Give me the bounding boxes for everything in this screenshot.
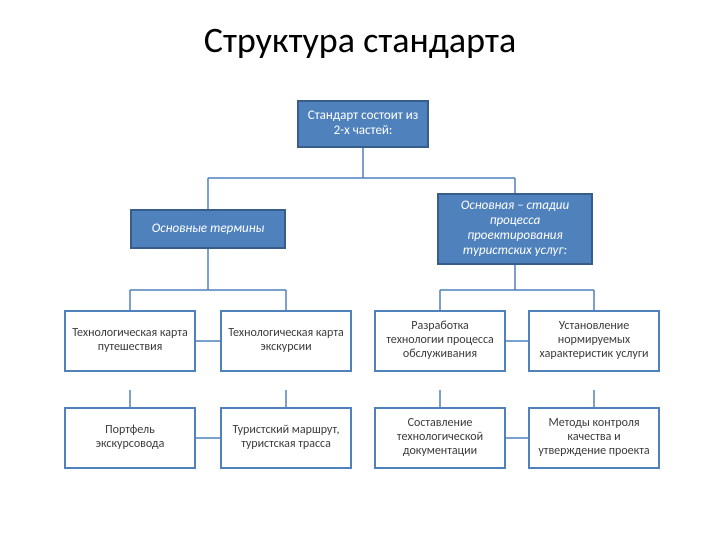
node-right_branch: Основная – стадии процесса проектировани… [437, 193, 593, 265]
page-title: Структура стандарта [0, 0, 720, 62]
node-root: Стандарт состоит из 2-х частей: [297, 100, 429, 148]
node-row2_c3: Составление технологической документации [374, 407, 506, 469]
node-row1_c3: Разработка технологии процесса обслужива… [374, 310, 506, 372]
node-row1_c2: Технологическая карта экскурсии [220, 310, 352, 372]
node-row2_c1: Портфель экскурсовода [64, 407, 196, 469]
node-left_branch: Основные термины [130, 209, 286, 249]
node-row2_c2: Туристский маршрут, туристская трасса [220, 407, 352, 469]
node-row1_c1: Технологическая карта путешествия [64, 310, 196, 372]
node-row1_c4: Установление нормируемых характеристик у… [528, 310, 660, 372]
node-row2_c4: Методы контроля качества и утверждение п… [528, 407, 660, 469]
